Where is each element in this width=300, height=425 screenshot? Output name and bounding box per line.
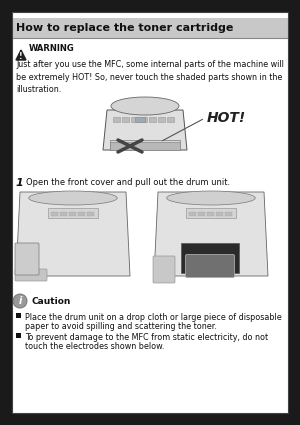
FancyBboxPatch shape — [185, 255, 235, 278]
Bar — [78, 212, 85, 216]
Bar — [131, 117, 138, 122]
Polygon shape — [103, 110, 187, 150]
Bar — [189, 212, 196, 216]
Bar — [16, 333, 21, 338]
Bar — [51, 212, 58, 216]
Text: 1: 1 — [16, 178, 24, 188]
Bar — [167, 117, 174, 122]
Ellipse shape — [29, 191, 117, 205]
Text: Open the front cover and pull out the drum unit.: Open the front cover and pull out the dr… — [26, 178, 230, 187]
Text: HOT!: HOT! — [207, 111, 246, 125]
FancyBboxPatch shape — [15, 243, 39, 275]
Bar — [198, 212, 205, 216]
Bar — [186, 208, 236, 218]
Text: Just after you use the MFC, some internal parts of the machine will
be extremely: Just after you use the MFC, some interna… — [16, 60, 284, 94]
Text: Place the drum unit on a drop cloth or large piece of disposable: Place the drum unit on a drop cloth or l… — [25, 313, 282, 322]
Bar — [149, 117, 156, 122]
Bar — [110, 140, 180, 150]
Bar — [87, 212, 94, 216]
Text: paper to avoid spilling and scattering the toner.: paper to avoid spilling and scattering t… — [25, 322, 217, 331]
Text: i: i — [18, 296, 22, 306]
Bar — [207, 212, 214, 216]
Bar — [158, 117, 165, 122]
FancyBboxPatch shape — [153, 256, 175, 283]
Text: touch the electrodes shown below.: touch the electrodes shown below. — [25, 342, 164, 351]
Polygon shape — [16, 192, 130, 276]
Bar — [12, 18, 288, 38]
Bar — [69, 212, 76, 216]
Bar — [113, 117, 120, 122]
Text: Caution: Caution — [31, 297, 70, 306]
Text: !: ! — [19, 52, 23, 61]
Bar — [225, 212, 232, 216]
Bar — [16, 313, 21, 318]
Ellipse shape — [111, 97, 179, 115]
Circle shape — [13, 294, 27, 308]
Bar — [48, 208, 98, 218]
Bar — [60, 212, 67, 216]
Bar — [135, 117, 145, 122]
Text: WARNING: WARNING — [29, 44, 75, 53]
Polygon shape — [16, 50, 26, 60]
Bar — [216, 212, 223, 216]
Bar — [181, 243, 239, 273]
Text: How to replace the toner cartridge: How to replace the toner cartridge — [16, 23, 233, 33]
Bar — [140, 117, 147, 122]
Bar — [122, 117, 129, 122]
FancyBboxPatch shape — [15, 269, 47, 281]
Polygon shape — [154, 192, 268, 276]
Ellipse shape — [167, 191, 255, 205]
Bar — [110, 142, 180, 150]
Text: To prevent damage to the MFC from static electricity, do not: To prevent damage to the MFC from static… — [25, 333, 268, 342]
Bar — [16, 250, 28, 275]
